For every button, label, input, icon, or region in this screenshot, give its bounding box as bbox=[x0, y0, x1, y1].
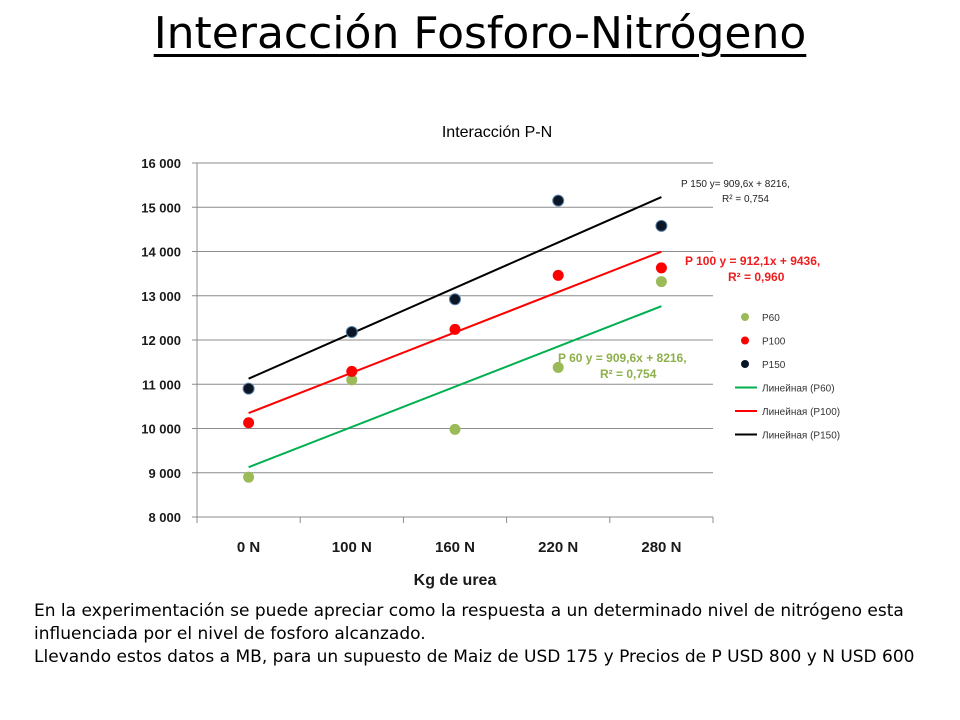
data-point-p150 bbox=[242, 382, 255, 395]
data-point-p60 bbox=[655, 276, 667, 288]
data-point-p100 bbox=[346, 365, 358, 377]
p150-equation: P 150 y= 909,6x + 8216, bbox=[681, 179, 790, 190]
p60-r2: R² = 0,754 bbox=[600, 367, 657, 381]
gridlines bbox=[197, 162, 713, 518]
y-tick-label: 9 000 bbox=[148, 466, 181, 481]
scatter-chart: Interacción P-N 8 000 9 000 10 000 11 000 12… bbox=[141, 124, 840, 589]
data-point-p150 bbox=[655, 219, 668, 232]
legend-label-p150: P150 bbox=[762, 360, 786, 371]
data-point-p150 bbox=[449, 293, 461, 306]
y-axis-ticks: 8 000 9 000 10 000 11 000 12 000 13 000 14 000… bbox=[141, 156, 181, 525]
data-point-p150 bbox=[552, 194, 565, 207]
axes bbox=[192, 162, 714, 523]
y-tick-label: 11 000 bbox=[142, 377, 181, 392]
x-tick-label: 220 N bbox=[538, 539, 578, 556]
data-point-p100 bbox=[243, 417, 255, 429]
data-point-p100 bbox=[449, 323, 461, 335]
data-point-p60 bbox=[449, 423, 461, 435]
body-text: En la experimentación se puede apreciar … bbox=[34, 600, 934, 669]
legend-marker-p100 bbox=[741, 336, 749, 345]
y-tick-label: 10 000 bbox=[141, 422, 181, 437]
p100-r2: R² = 0,960 bbox=[728, 270, 785, 284]
data-point-p60 bbox=[346, 374, 358, 386]
x-tick-label: 160 N bbox=[435, 539, 475, 556]
legend: P60 P100 P150 Линейная (P60) Линейная (P100)… bbox=[735, 313, 840, 442]
slide-title: Interacción Fosforo-Nitrógeno bbox=[153, 8, 807, 59]
p150-r2: R² = 0,754 bbox=[722, 194, 769, 205]
data-point-p100 bbox=[552, 269, 564, 281]
y-tick-label: 15 000 bbox=[141, 200, 181, 215]
y-tick-label: 16 000 bbox=[141, 156, 181, 171]
y-tick-label: 13 000 bbox=[141, 289, 181, 304]
legend-label-p100: P100 bbox=[762, 337, 786, 348]
x-tick-label: 0 N bbox=[237, 539, 260, 556]
x-tick-label: 100 N bbox=[332, 539, 372, 556]
x-tick-label: 280 N bbox=[641, 539, 681, 556]
legend-trend-label-p150: Линейная (P150) bbox=[762, 431, 840, 442]
trend-line-p150 bbox=[248, 196, 662, 380]
y-tick-label: 8 000 bbox=[148, 510, 181, 525]
legend-marker-p150 bbox=[741, 360, 749, 368]
x-axis-ticks: 0 N 100 N 160 N 220 N 280 N bbox=[237, 539, 681, 556]
chart-title: Interacción P-N bbox=[442, 124, 552, 141]
legend-trend-label-p60: Линейная (P60) bbox=[762, 384, 835, 395]
data-points bbox=[242, 194, 668, 483]
y-tick-label: 12 000 bbox=[141, 333, 181, 348]
data-point-p100 bbox=[655, 262, 667, 274]
data-point-p60 bbox=[243, 471, 255, 483]
paragraph-2: Llevando estos datos a MB, para un supue… bbox=[34, 647, 915, 667]
legend-trend-label-p100: Линейная (P100) bbox=[762, 407, 840, 418]
data-point-p60 bbox=[552, 361, 564, 373]
p100-equation: P 100 y = 912,1x + 9436, bbox=[685, 254, 820, 268]
legend-label-p60: P60 bbox=[762, 313, 780, 324]
data-point-p150 bbox=[345, 326, 358, 339]
trend-line-p60 bbox=[248, 305, 662, 469]
legend-marker-p60 bbox=[741, 313, 749, 321]
y-tick-label: 14 000 bbox=[141, 245, 181, 260]
x-axis-title: Kg de urea bbox=[414, 572, 497, 589]
p60-equation: P 60 y = 909,6x + 8216, bbox=[558, 351, 687, 365]
paragraph-1: En la experimentación se puede apreciar … bbox=[34, 601, 904, 644]
